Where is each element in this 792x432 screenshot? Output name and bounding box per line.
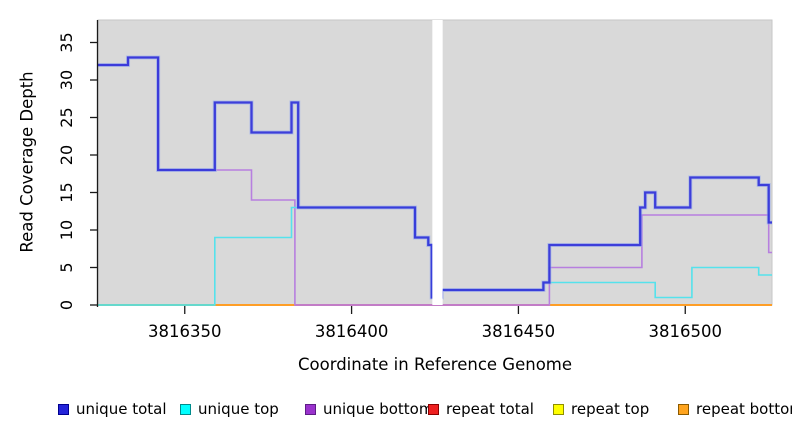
legend-label-repeat-bottom: repeat bottom: [696, 400, 792, 418]
x-tick-label: 3816450: [482, 322, 556, 341]
y-tick-label: 10: [57, 220, 76, 240]
unique-bottom-swatch: [305, 403, 316, 415]
x-tick-label: 3816400: [315, 322, 389, 341]
x-axis-title: Coordinate in Reference Genome: [297, 355, 573, 374]
legend-item-repeat-total: repeat total: [428, 400, 534, 418]
y-axis-title: Read Coverage Depth: [17, 71, 37, 253]
legend-item-repeat-bottom: repeat bottom: [678, 400, 792, 418]
legend-label-unique-total: unique total: [76, 400, 167, 418]
gap-mask: [432, 20, 443, 305]
y-tick-label: 5: [57, 262, 76, 272]
legend-item-unique-top: unique top: [180, 400, 279, 418]
y-tick-label: 25: [57, 107, 76, 127]
unique-total-swatch: [58, 403, 69, 415]
legend-label-unique-bottom: unique bottom: [323, 400, 434, 418]
x-tick-label: 3816500: [648, 322, 722, 341]
repeat-total-swatch: [428, 403, 439, 415]
y-tick-label: 0: [57, 300, 76, 310]
y-tick-label: 35: [57, 32, 76, 52]
legend-item-repeat-top: repeat top: [553, 400, 649, 418]
repeat-bottom-swatch: [678, 403, 689, 415]
y-tick-label: 15: [57, 182, 76, 202]
unique-top-swatch: [180, 403, 191, 415]
legend-label-repeat-top: repeat top: [571, 400, 650, 418]
y-tick-label: 20: [57, 145, 76, 165]
y-tick-label: 30: [57, 70, 76, 90]
legend-item-unique-total: unique total: [58, 400, 167, 418]
legend-item-unique-bottom: unique bottom: [305, 400, 433, 418]
repeat-top-swatch: [553, 403, 564, 415]
x-tick-label: 3816350: [148, 322, 222, 341]
legend-label-unique-top: unique top: [198, 400, 279, 418]
legend-label-repeat-total: repeat total: [446, 400, 534, 418]
